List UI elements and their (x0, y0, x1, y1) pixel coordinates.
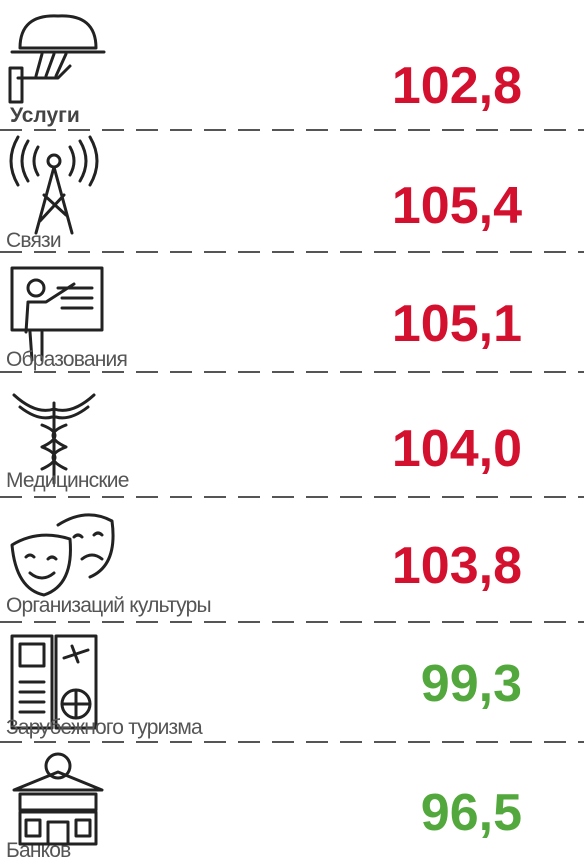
row-label: Медицинские (6, 469, 129, 492)
row-label: Зарубежного туризма (6, 716, 203, 739)
row-value: 105,4 (391, 177, 522, 235)
row-value: 103,8 (391, 537, 522, 595)
icon-passport (10, 634, 98, 730)
icon-teacher (10, 266, 104, 362)
icon-bank (12, 752, 104, 846)
row-label: Образования (6, 348, 128, 371)
row-value: 104,0 (391, 420, 522, 478)
icon-caduceus (12, 393, 96, 485)
row-value: 105,1 (391, 295, 522, 353)
row-label: Связи (6, 229, 62, 252)
row-label: Организаций культуры (6, 594, 212, 617)
row-value: 102,8 (391, 57, 522, 115)
icon-masks (10, 513, 115, 597)
row-value: 99,3 (420, 655, 522, 713)
row-label: Банков (6, 839, 71, 862)
icon-antenna (9, 135, 99, 235)
row-label: Услуги (10, 104, 80, 127)
icon-cloche (8, 14, 106, 104)
row-value: 96,5 (420, 784, 522, 842)
